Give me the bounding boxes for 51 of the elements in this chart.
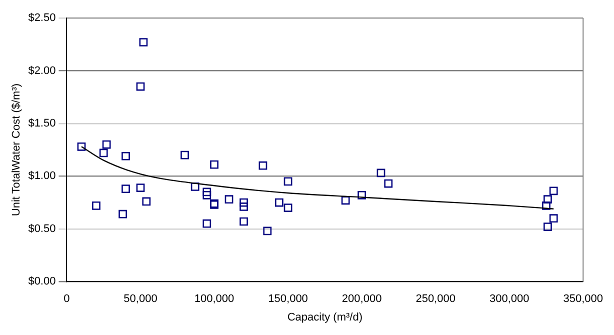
point: [118, 210, 127, 218]
point: [549, 214, 558, 223]
point: [240, 217, 248, 226]
y-tick-label: $1.50: [28, 117, 56, 130]
point: [190, 182, 200, 191]
point: [358, 190, 366, 200]
point: [92, 202, 100, 210]
point: [77, 142, 86, 151]
point: [122, 152, 130, 160]
x-tick-label: 100,000: [194, 293, 234, 306]
x-tick-label: 250,000: [416, 293, 456, 306]
point: [122, 184, 130, 193]
point: [136, 184, 145, 192]
point: [263, 226, 272, 236]
point: [139, 38, 148, 46]
point: [542, 202, 550, 210]
point: [142, 197, 151, 206]
point: [224, 195, 234, 204]
y-tick-label: $2.50: [28, 12, 56, 24]
point: [202, 219, 212, 228]
x-tick-label: 350,000: [563, 293, 603, 306]
point: [180, 150, 189, 160]
point: [99, 148, 108, 158]
x-tick-label: 50,000: [124, 293, 158, 306]
y-tick-label: $0.00: [28, 276, 56, 288]
point: [544, 222, 552, 231]
point: [284, 204, 292, 212]
point: [275, 198, 284, 207]
point: [544, 195, 552, 204]
point: [202, 190, 212, 200]
point: [202, 188, 212, 196]
point: [341, 196, 350, 205]
point: [210, 160, 218, 169]
point: [240, 202, 248, 211]
point: [258, 161, 268, 170]
point: [136, 82, 145, 91]
point: [376, 168, 386, 178]
y-axis-title: Unit TotalWater Cost ($/m³): [10, 83, 23, 216]
point: [240, 198, 248, 207]
y-tick-label: $2.00: [28, 64, 56, 77]
x-axis-title: Capacity (m³/d): [287, 311, 363, 324]
y-tick-label: $1.00: [28, 170, 56, 182]
y-tick-label: $0.50: [28, 222, 56, 235]
x-tick-label: 150,000: [268, 293, 308, 306]
point: [384, 179, 393, 188]
point: [102, 140, 111, 149]
x-tick-label: 300,000: [489, 293, 530, 306]
x-tick-label: 200,000: [342, 293, 382, 306]
x-tick-label: 0: [64, 293, 70, 306]
point: [284, 177, 292, 186]
point: [549, 186, 558, 196]
